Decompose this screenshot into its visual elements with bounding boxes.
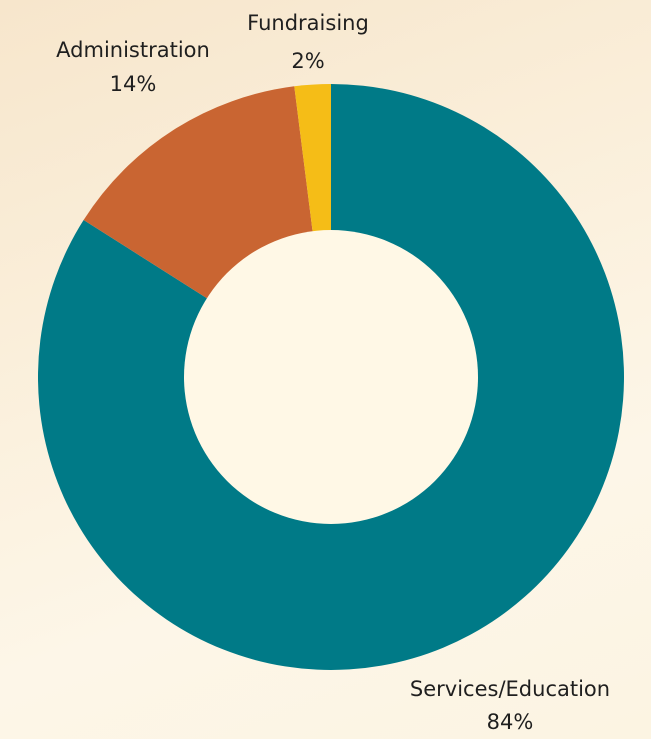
label-fundraising-name: Fundraising [247, 11, 369, 35]
donut-hole [184, 230, 478, 524]
label-services-education-value: 84% [487, 710, 534, 734]
label-administration-name: Administration [56, 38, 210, 62]
label-administration-value: 14% [110, 72, 157, 96]
label-fundraising-value: 2% [291, 49, 324, 73]
label-services-education-name: Services/Education [410, 677, 610, 701]
